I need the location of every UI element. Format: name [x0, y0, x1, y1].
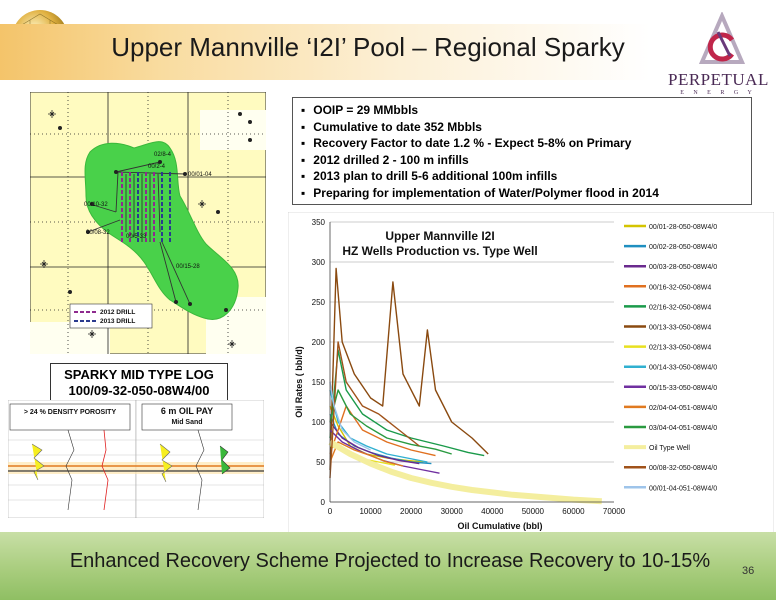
summary-item: Recovery Factor to date 1.2 % - Expect 5…	[301, 135, 743, 152]
map-well-label: 02/8-4	[154, 152, 172, 158]
pay-label-line2: Mid Sand	[171, 419, 202, 426]
summary-item: 2012 drilled 2 - 100 m infills	[301, 152, 743, 169]
y-tick-label: 250	[312, 298, 326, 307]
brand-name: PERPETUAL	[668, 70, 769, 89]
perpetual-logo-icon	[698, 12, 746, 64]
legend-label: 00/08-32-050-08W4/0	[649, 465, 717, 472]
page-number: 36	[742, 565, 755, 577]
series-line	[329, 389, 428, 463]
legend-label: 00/01-28-050-08W4/0	[649, 224, 717, 231]
x-tick-label: 50000	[522, 507, 545, 516]
series-line	[329, 349, 485, 457]
series-line	[329, 341, 420, 479]
production-chart: 0 50 100 150 200 250 300 350 0 10000 20000 30000 400…	[288, 212, 774, 534]
x-tick-label: 0	[328, 507, 333, 516]
legend-label: 02/04-04-051-08W4/0	[649, 405, 717, 412]
brand-subtitle: E N E R G Y	[680, 90, 756, 96]
summary-box: OOIP = 29 MMbbls Cumulative to date 352 …	[292, 97, 752, 205]
summary-item: Cumulative to date 352 Mbbls	[301, 119, 743, 136]
footer-band	[0, 532, 776, 600]
legend-label: 00/01-04-051-08W4/0	[649, 485, 717, 492]
y-tick-label: 0	[321, 498, 326, 507]
type-log-title: SPARKY MID TYPE LOG 100/09-32-050-08W4/0…	[50, 363, 228, 401]
map-well-label: 00/10-32	[84, 202, 108, 208]
porosity-label: > 24 % DENSITY POROSITY	[24, 409, 117, 416]
legend-label: 02/13-33-050-08W4	[649, 345, 711, 352]
type-log-title-line2: 100/09-32-050-08W4/00	[68, 383, 210, 398]
x-tick-label: 40000	[481, 507, 504, 516]
chart-subtitle: HZ Wells Production vs. Type Well	[342, 244, 537, 258]
map-well-label: 00/01-04	[188, 172, 212, 178]
x-axis-label: Oil Cumulative (bbl)	[457, 521, 542, 531]
y-tick-label: 200	[312, 338, 326, 347]
title-band	[0, 24, 650, 80]
legend-label: 00/14-33-050-08W4/0	[649, 365, 717, 372]
legend-label: 00/16-32-050-08W4	[649, 284, 711, 291]
summary-list: OOIP = 29 MMbbls Cumulative to date 352 …	[301, 102, 743, 202]
summary-item: OOIP = 29 MMbbls	[301, 102, 743, 119]
x-tick-label: 70000	[603, 507, 626, 516]
slide-title: Upper Mannville ‘I2I’ Pool – Regional Sp…	[111, 32, 625, 62]
legend-label: 00/02-28-050-08W4/0	[649, 244, 717, 251]
x-tick-label: 60000	[562, 507, 585, 516]
map-legend-2012: 2012 DRILL	[100, 309, 135, 316]
x-tick-label: 10000	[359, 507, 382, 516]
y-tick-label: 300	[312, 258, 326, 267]
legend-label: 00/13-33-050-08W4	[649, 325, 711, 332]
map-well-label: 00/2-4	[148, 164, 166, 170]
legend-label: 03/04-04-051-08W4/0	[649, 425, 717, 432]
map-legend-2013: 2013 DRILL	[100, 318, 135, 325]
series-line	[329, 381, 371, 451]
footer-text: Enhanced Recovery Scheme Projected to In…	[69, 550, 711, 572]
series-line	[329, 405, 436, 457]
map-well-label: 00/15-28	[176, 264, 200, 270]
x-tick-label: 20000	[400, 507, 423, 516]
type-log-panels: > 24 % DENSITY POROSITY 6 m OIL PAY Mid …	[8, 400, 264, 518]
type-log-title-line1: SPARKY MID TYPE LOG	[64, 367, 214, 382]
pool-map: 02/8-4 00/2-4 00/01-04 00/10-32 00/08-32…	[30, 92, 266, 354]
series-line	[329, 267, 489, 471]
summary-item: 2013 plan to drill 5-6 additional 100m i…	[301, 168, 743, 185]
y-tick-label: 150	[312, 378, 326, 387]
y-tick-label: 50	[316, 458, 325, 467]
chart-title: Upper Mannville I2I	[385, 229, 494, 243]
summary-item: Preparing for implementation of Water/Po…	[301, 185, 743, 202]
series-line	[329, 389, 452, 455]
y-tick-label: 350	[312, 218, 326, 227]
legend-label: 00/15-33-050-08W4/0	[649, 385, 717, 392]
pool-outline	[84, 141, 239, 320]
y-axis-label: Oil Rates ( bbl/d)	[294, 346, 304, 418]
pay-label-line1: 6 m OIL PAY	[161, 406, 213, 416]
series-line	[329, 421, 420, 465]
map-well-label: 00/08-32	[86, 230, 110, 236]
x-tick-label: 30000	[441, 507, 464, 516]
y-tick-label: 100	[312, 418, 326, 427]
legend-label: 00/03-28-050-08W4/0	[649, 264, 717, 271]
series-line	[328, 439, 602, 505]
map-well-label: 00/5-33	[126, 234, 147, 240]
legend-label: 02/16-32-050-08W4	[649, 304, 711, 311]
legend-label: Oil Type Well	[649, 445, 690, 452]
